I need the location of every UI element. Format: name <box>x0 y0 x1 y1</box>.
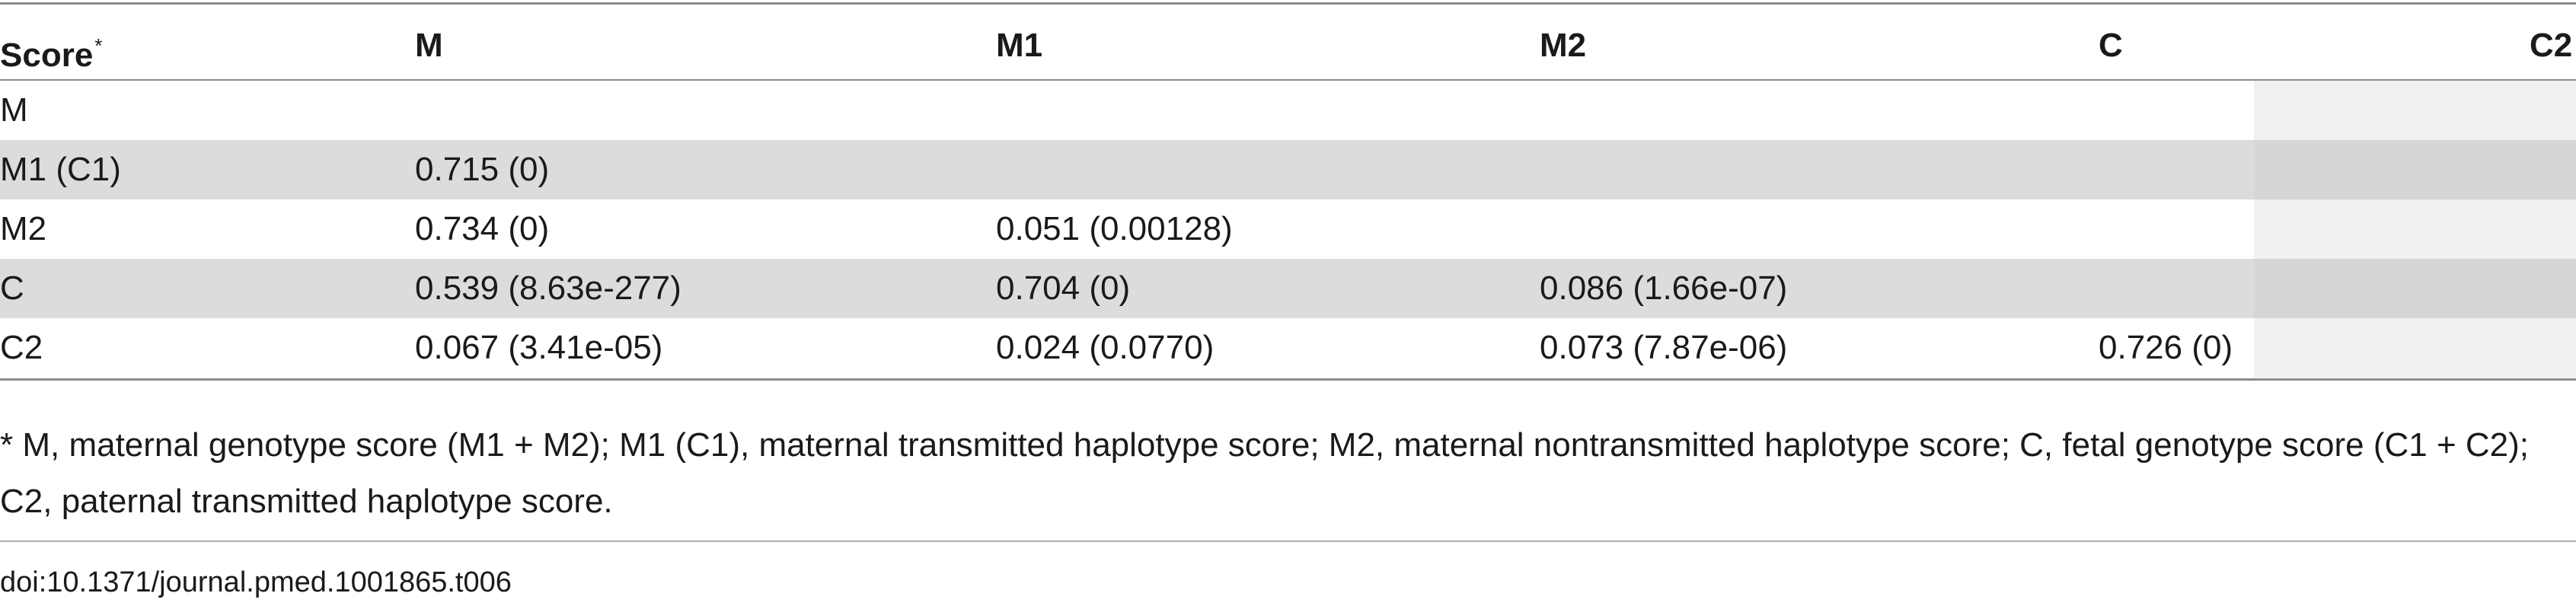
footnote-divider <box>0 540 2576 542</box>
table-cell: 0.539 (8.63e-277) <box>415 269 682 307</box>
table-cell: 0.073 (7.87e-06) <box>1540 329 1788 366</box>
table-header-rule <box>0 79 2576 81</box>
doi-link[interactable]: doi:10.1371/journal.pmed.1001865.t006 <box>0 566 512 598</box>
header-m2: M2 <box>1540 27 1587 64</box>
table-top-rule <box>0 2 2576 5</box>
row-label: M <box>0 91 28 129</box>
table-row: C 0.539 (8.63e-277) 0.704 (0) 0.086 (1.6… <box>0 259 2576 318</box>
table-row: M1 (C1) 0.715 (0) <box>0 140 2576 199</box>
header-c: C <box>2099 27 2123 64</box>
table-cell: 0.086 (1.66e-07) <box>1540 269 1788 307</box>
row-label: C <box>0 269 24 307</box>
header-m1: M1 <box>996 27 1043 64</box>
row-label: M1 (C1) <box>0 151 121 188</box>
table-header-row: Score* M M1 M2 C C2 <box>0 5 2576 79</box>
table-cell: 0.734 (0) <box>415 210 550 247</box>
table-bottom-rule <box>0 378 2576 381</box>
header-m: M <box>415 27 443 64</box>
table-footnote: * M, maternal genotype score (M1 + M2); … <box>0 426 2530 520</box>
table-cell: 0.067 (3.41e-05) <box>415 329 663 366</box>
row-label: M2 <box>0 210 47 247</box>
table-cell: 0.051 (0.00128) <box>996 210 1233 247</box>
table-cell: 0.024 (0.0770) <box>996 329 1215 366</box>
header-score: Score* <box>0 34 103 74</box>
table-row: C2 0.067 (3.41e-05) 0.024 (0.0770) 0.073… <box>0 318 2576 378</box>
table-cell: 0.715 (0) <box>415 151 550 188</box>
table-row: M <box>0 81 2576 140</box>
table-cell: 0.726 (0) <box>2099 329 2233 366</box>
row-label: C2 <box>0 329 43 366</box>
table-row: M2 0.734 (0) 0.051 (0.00128) <box>0 199 2576 259</box>
header-c2: C2 <box>2530 27 2573 64</box>
table-cell: 0.704 (0) <box>996 269 1131 307</box>
